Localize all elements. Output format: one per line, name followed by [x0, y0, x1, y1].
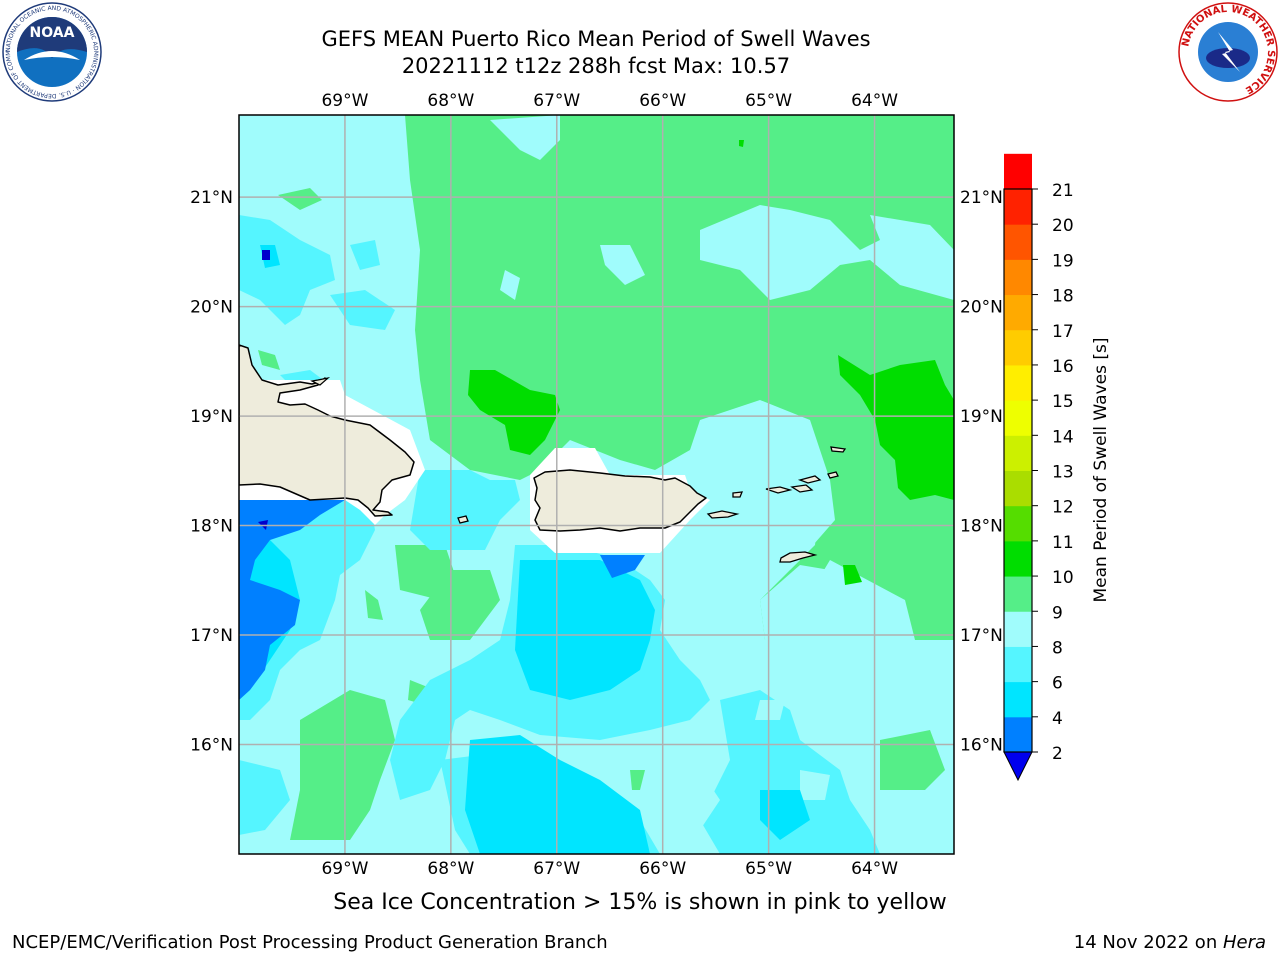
colorbar-segment — [1004, 153, 1032, 190]
colorbar-segment — [1004, 646, 1032, 683]
footer-host: Hera — [1222, 932, 1266, 953]
colorbar-segment — [1004, 505, 1032, 542]
colorbar-segment — [1004, 259, 1032, 296]
lon-tick-label: 68°W — [427, 91, 474, 111]
colorbar-tick-label: 8 — [1052, 638, 1063, 658]
lon-tick-label: 67°W — [533, 91, 580, 111]
lat-tick-label: 16°N — [960, 736, 1003, 756]
footer-credit: NCEP/EMC/Verification Post Processing Pr… — [12, 932, 608, 953]
colorbar-extend-min — [1003, 751, 1033, 782]
footer-date: 14 Nov 2022 on Hera — [1074, 932, 1266, 953]
lat-tick-label: 18°N — [190, 517, 233, 537]
lat-tick-label: 17°N — [190, 626, 233, 646]
lon-tick-label: 64°W — [851, 91, 898, 111]
small-islands — [457, 446, 847, 563]
svg-text:NOAA: NOAA — [30, 25, 75, 41]
colorbar-tick-label: 21 — [1052, 181, 1074, 201]
map-grid — [239, 115, 954, 854]
map-subtitle: 20221112 t12z 288h fcst Max: 10.57 — [401, 54, 791, 78]
lon-tick-label: 65°W — [745, 859, 792, 879]
lon-tick-label: 68°W — [427, 859, 474, 879]
colorbar-tick-label: 18 — [1052, 287, 1074, 307]
lon-tick-label: 65°W — [745, 91, 792, 111]
noaa-logo-icon: NATIONAL OCEANIC AND ATMOSPHERIC ADMINIS… — [2, 2, 102, 102]
lon-tick-label: 69°W — [321, 859, 368, 879]
lat-tick-label: 20°N — [190, 298, 233, 318]
sea-ice-note: Sea Ice Concentration > 15% is shown in … — [333, 890, 947, 915]
colorbar-segment — [1004, 611, 1032, 647]
colorbar-segment — [1004, 224, 1032, 260]
colorbar-segment — [1004, 400, 1032, 436]
colorbar-tick-label: 16 — [1052, 357, 1074, 377]
colorbar-tick-label: 4 — [1052, 709, 1063, 729]
colorbar-tick-label: 17 — [1052, 322, 1074, 342]
colorbar-tick-label: 20 — [1052, 216, 1074, 236]
lat-tick-label: 19°N — [960, 407, 1003, 427]
colorbar-tick-label: 12 — [1052, 498, 1074, 518]
colorbar-segment — [1004, 189, 1032, 225]
lat-labels-right: 21°N 20°N 19°N 18°N 17°N 16°N — [960, 188, 1003, 755]
lon-labels-bottom: 69°W 68°W 67°W 66°W 65°W 64°W — [321, 859, 898, 879]
colorbar-tick-label: 9 — [1052, 603, 1063, 623]
colorbar-tick-label: 11 — [1052, 533, 1074, 553]
colorbar-segment — [1004, 540, 1032, 577]
lat-tick-label: 19°N — [190, 407, 233, 427]
lat-tick-label: 21°N — [960, 188, 1003, 208]
lat-tick-label: 18°N — [960, 517, 1003, 537]
colorbar-segment — [1004, 329, 1032, 366]
land-hispaniola — [239, 344, 415, 517]
colorbar-tick-label: 19 — [1052, 251, 1074, 271]
colorbar-tick-label: 13 — [1052, 463, 1074, 483]
lon-tick-label: 66°W — [639, 91, 686, 111]
colorbar: 2 4 6 8 9 10 11 12 13 14 15 16 17 18 19 20 21 — [1003, 153, 1074, 782]
lon-labels-top: 69°W 68°W 67°W 66°W 65°W 64°W — [321, 91, 898, 111]
colorbar-tick-label: 2 — [1052, 744, 1063, 764]
lon-tick-label: 69°W — [321, 91, 368, 111]
colorbar-segment — [1004, 576, 1032, 612]
colorbar-label: Mean Period of Swell Waves [s] — [1091, 338, 1111, 603]
lat-tick-label: 17°N — [960, 626, 1003, 646]
colorbar-tick-label: 15 — [1052, 392, 1074, 412]
colorbar-tick-label: 10 — [1052, 568, 1074, 588]
colorbar-segment — [1004, 470, 1032, 507]
colorbar-segment — [1004, 681, 1032, 718]
colorbar-tick-label: 6 — [1052, 674, 1063, 694]
lat-tick-label: 21°N — [190, 188, 233, 208]
map-title: GEFS MEAN Puerto Rico Mean Period of Swe… — [321, 27, 871, 51]
colorbar-tick-label: 14 — [1052, 427, 1074, 447]
lat-tick-label: 20°N — [960, 298, 1003, 318]
lon-tick-label: 66°W — [639, 859, 686, 879]
footer-date-text: 14 Nov 2022 on — [1073, 932, 1223, 953]
map-frame — [238, 114, 955, 855]
colorbar-segment — [1004, 435, 1032, 471]
lon-tick-label: 67°W — [533, 859, 580, 879]
lat-labels-left: 21°N 20°N 19°N 18°N 17°N 16°N — [190, 188, 233, 755]
nws-logo-icon: NATIONAL WEATHER SERVICE — [1178, 2, 1278, 102]
lon-tick-label: 64°W — [851, 859, 898, 879]
colorbar-segment — [1004, 716, 1032, 753]
lat-tick-label: 16°N — [190, 736, 233, 756]
colorbar-segment — [1004, 294, 1032, 331]
colorbar-segment — [1004, 364, 1032, 401]
